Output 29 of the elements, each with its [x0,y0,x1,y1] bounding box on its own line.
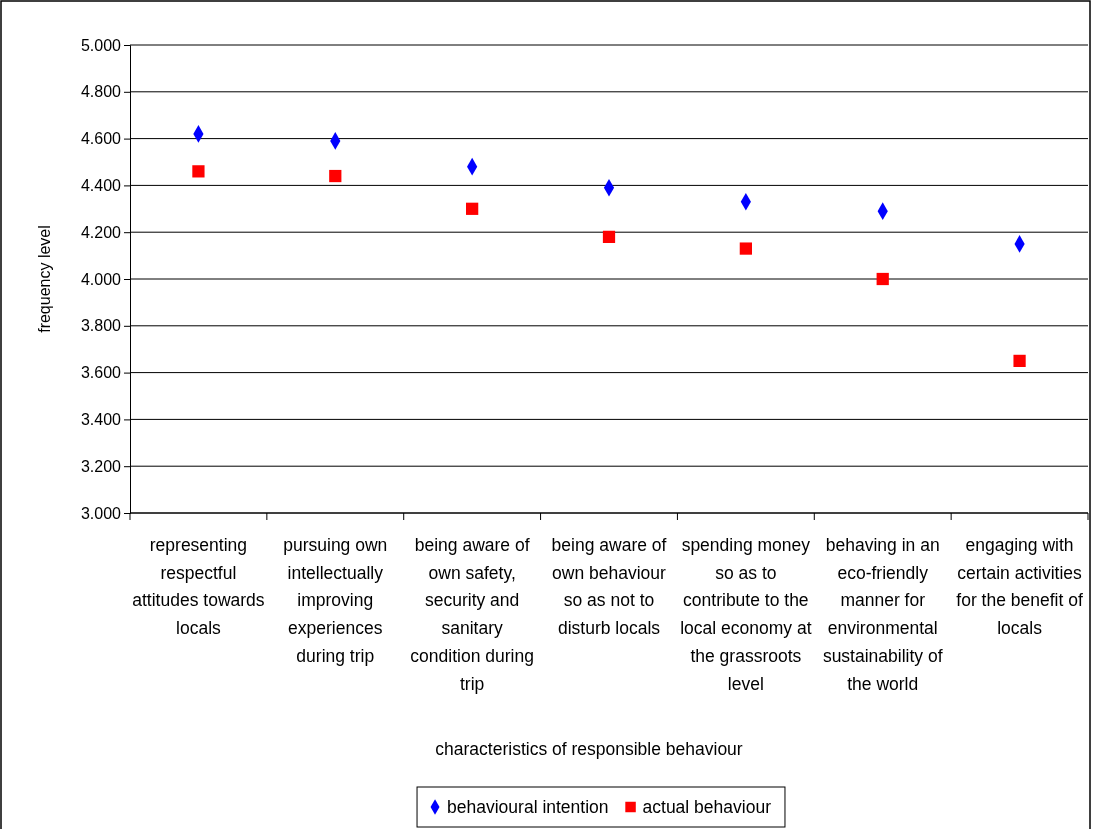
y-tick-label: 4.400 [80,177,122,195]
legend-label: actual behaviour [642,797,772,817]
x-tick-label: being aware of own safety, security and sanitary condition during trip [410,535,534,694]
legend-label: behavioural intention [447,797,609,817]
point [1013,354,1026,368]
point [192,165,205,178]
x-tick-label: representing respectful attitudes towards locals [132,535,265,639]
x-tick-label: spending money so as to contribute to the local economy at the grassroots level [680,535,812,694]
y-tick-label: 4.000 [80,270,122,288]
y-tick-label: 4.800 [80,83,122,101]
y-tick-label: 3.800 [80,317,122,335]
point [329,169,342,183]
point [739,242,752,255]
y-tick-label: 4.200 [80,223,122,241]
point [876,272,889,286]
x-axis-title: characteristics of responsible behaviour [435,739,743,759]
point [466,202,479,215]
x-tick-label: pursuing own intellectually improving experiences during trip [283,535,388,666]
x-tick-label: engaging with certain activities for the benefit of locals [956,535,1083,639]
x-tick-label: being aware of own behaviour so as not to disturb locals [551,535,667,639]
point [602,230,616,243]
y-tick-label: 3.600 [80,364,122,382]
y-tick-label: 3.200 [80,457,122,475]
y-tick-label: 3.400 [80,411,122,429]
y-tick-label: 5.000 [80,36,122,54]
y-axis-title: frequency level [36,225,53,333]
y-tick-label: 3.000 [80,504,122,522]
y-tick-label: 4.600 [80,130,122,148]
x-tick-label: behaving in an eco-friendly manner for environmental sustainability of the world [822,535,943,694]
